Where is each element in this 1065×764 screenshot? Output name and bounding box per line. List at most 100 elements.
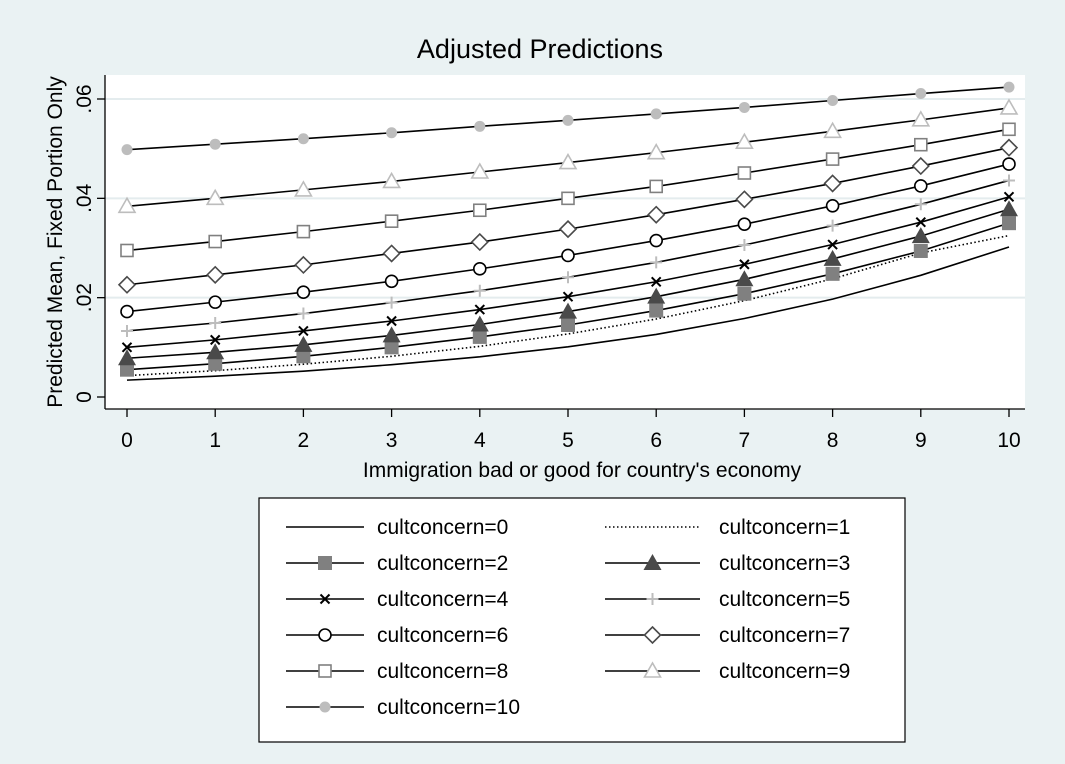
data-point bbox=[737, 217, 752, 231]
legend-label: cultconcern=6 bbox=[377, 624, 508, 647]
data-point bbox=[1002, 216, 1016, 231]
data-point bbox=[739, 259, 750, 270]
data-point bbox=[913, 243, 928, 258]
data-point bbox=[1003, 174, 1015, 187]
data-point bbox=[294, 255, 313, 275]
legend-marker bbox=[319, 593, 331, 605]
data-point bbox=[384, 274, 399, 289]
y-tick-label: .04 bbox=[73, 183, 96, 213]
legend-item: cultconcern=7 bbox=[605, 624, 850, 647]
legend-label: cultconcern=5 bbox=[719, 588, 850, 611]
series-points-5 bbox=[121, 174, 1015, 337]
data-point bbox=[209, 138, 221, 150]
data-point bbox=[825, 152, 840, 166]
data-point bbox=[823, 174, 842, 193]
legend-item: cultconcern=1 bbox=[605, 516, 850, 539]
data-point bbox=[382, 244, 401, 263]
data-point bbox=[121, 144, 133, 156]
data-point bbox=[1003, 81, 1015, 93]
legend-label: cultconcern=0 bbox=[377, 516, 508, 539]
data-point bbox=[120, 304, 134, 319]
data-point bbox=[474, 120, 486, 132]
x-tick-label: 2 bbox=[298, 429, 310, 452]
chart-title: Adjusted Predictions bbox=[417, 34, 663, 64]
legend-item: cultconcern=4 bbox=[286, 588, 509, 611]
data-point bbox=[915, 88, 927, 100]
data-point bbox=[561, 317, 575, 332]
data-point bbox=[562, 291, 574, 302]
series-points-4 bbox=[121, 191, 1015, 353]
data-point bbox=[384, 340, 399, 355]
y-tick-label: .06 bbox=[73, 84, 96, 113]
data-point bbox=[470, 315, 489, 332]
x-tick-label: 3 bbox=[386, 429, 398, 452]
data-point bbox=[1000, 200, 1018, 217]
data-point bbox=[999, 98, 1019, 115]
data-point bbox=[650, 256, 663, 269]
series-points-8 bbox=[120, 122, 1016, 258]
data-point bbox=[827, 94, 839, 106]
legend-marker bbox=[643, 625, 662, 645]
data-point bbox=[562, 271, 574, 284]
data-point bbox=[646, 143, 666, 160]
data-point bbox=[294, 180, 313, 197]
series-points-3 bbox=[118, 200, 1018, 366]
data-point bbox=[209, 316, 222, 329]
legend-item: cultconcern=3 bbox=[605, 552, 850, 575]
legend-marker bbox=[643, 554, 662, 570]
data-point bbox=[649, 303, 664, 318]
series-points-10 bbox=[121, 81, 1015, 156]
data-point bbox=[562, 114, 574, 126]
data-point bbox=[472, 203, 487, 218]
data-point bbox=[647, 205, 666, 224]
data-point bbox=[738, 101, 750, 113]
legend-label: cultconcern=9 bbox=[719, 660, 850, 683]
data-point bbox=[208, 356, 223, 371]
data-point bbox=[735, 132, 754, 150]
data-point bbox=[206, 343, 225, 360]
data-point bbox=[117, 275, 137, 294]
data-point bbox=[911, 156, 930, 176]
data-point bbox=[382, 326, 401, 343]
y-tick-label: 0 bbox=[73, 391, 96, 403]
data-point bbox=[473, 284, 486, 297]
legend-marker bbox=[318, 556, 332, 570]
data-point bbox=[117, 196, 137, 214]
legend-label: cultconcern=7 bbox=[719, 624, 850, 647]
data-point bbox=[911, 110, 931, 127]
data-point bbox=[296, 224, 311, 239]
data-point bbox=[826, 219, 839, 232]
data-point bbox=[561, 248, 575, 263]
data-point bbox=[914, 198, 927, 211]
series-points-9 bbox=[117, 98, 1019, 214]
data-point bbox=[913, 137, 928, 152]
data-point bbox=[474, 304, 486, 315]
data-point bbox=[823, 249, 842, 266]
x-tick-label: 10 bbox=[997, 429, 1020, 452]
data-point bbox=[385, 296, 398, 309]
data-point bbox=[827, 239, 838, 250]
legend-label: cultconcern=4 bbox=[377, 588, 509, 611]
data-point bbox=[470, 232, 489, 252]
x-tick-label: 0 bbox=[121, 429, 133, 452]
x-tick-label: 4 bbox=[474, 429, 486, 452]
data-point bbox=[1003, 191, 1015, 203]
data-point bbox=[382, 171, 401, 189]
x-axis-label: Immigration bad or good for country's ec… bbox=[363, 459, 802, 482]
legend-item: cultconcern=0 bbox=[286, 516, 508, 539]
data-point bbox=[737, 166, 752, 180]
data-point bbox=[735, 190, 754, 209]
data-point bbox=[649, 233, 664, 248]
x-tick-label: 9 bbox=[915, 429, 927, 452]
legend: cultconcern=0 cultconcern=1 cultconcern=2 c… bbox=[258, 497, 906, 743]
data-point bbox=[1002, 122, 1016, 137]
data-point bbox=[647, 287, 666, 304]
data-point bbox=[558, 152, 578, 170]
data-point bbox=[823, 121, 842, 139]
y-tick-label: .02 bbox=[73, 283, 96, 312]
data-point bbox=[913, 179, 928, 193]
legend-marker bbox=[643, 661, 662, 678]
data-point bbox=[472, 329, 487, 344]
